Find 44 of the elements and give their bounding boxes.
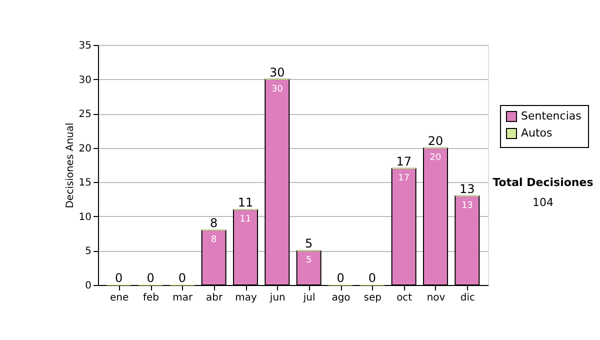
- x-tick-label: jun: [268, 292, 286, 304]
- data-label: 11: [240, 214, 252, 225]
- total-label: 0: [178, 271, 186, 285]
- x-tick-label: nov: [426, 292, 446, 304]
- y-axis-title: Decisiones Anual: [64, 122, 76, 208]
- y-tick-label: 0: [85, 280, 92, 292]
- x-tick-label: ene: [110, 292, 129, 304]
- total-label: 0: [368, 271, 376, 285]
- total-label: 20: [428, 134, 444, 148]
- data-label: 20: [430, 152, 442, 163]
- legend-label: Autos: [521, 126, 553, 140]
- y-tick-label: 25: [78, 109, 92, 120]
- total-label: 30: [270, 65, 285, 80]
- data-label: 17: [398, 173, 410, 184]
- total-label: 13: [460, 182, 475, 196]
- y-tick-label: 20: [78, 143, 92, 154]
- y-tick-label: 10: [78, 212, 92, 223]
- total-label: 11: [238, 196, 254, 210]
- x-tick-label: jul: [302, 292, 316, 304]
- x-tick-label: ago: [332, 292, 350, 304]
- text: Total Decisiones: [492, 176, 594, 189]
- y-tick-label: 30: [78, 74, 92, 86]
- y-tick-label: 35: [78, 40, 92, 52]
- x-tick-label: feb: [142, 292, 160, 304]
- y-tick-label: 5: [85, 246, 92, 258]
- total-label: 0: [146, 271, 154, 285]
- data-label: 13: [461, 200, 473, 211]
- data-label: 30: [271, 84, 284, 94]
- legend-label: Sentencias: [521, 110, 582, 122]
- text: 104: [532, 196, 554, 209]
- data-label: 8: [210, 235, 217, 246]
- total-label: 8: [210, 216, 218, 230]
- total-label: 0: [115, 271, 123, 285]
- x-tick-label: oct: [396, 292, 412, 304]
- x-tick-label: may: [235, 292, 257, 304]
- x-tick-label: sep: [364, 292, 382, 304]
- total-label: 5: [305, 236, 313, 251]
- data-label: 5: [306, 256, 312, 266]
- x-tick-label: dic: [460, 292, 475, 304]
- x-tick-label: abr: [206, 292, 224, 304]
- total-label: 0: [336, 271, 344, 285]
- y-tick-label: 15: [78, 178, 92, 189]
- x-tick-label: mar: [172, 292, 194, 304]
- total-label: 17: [396, 154, 412, 168]
